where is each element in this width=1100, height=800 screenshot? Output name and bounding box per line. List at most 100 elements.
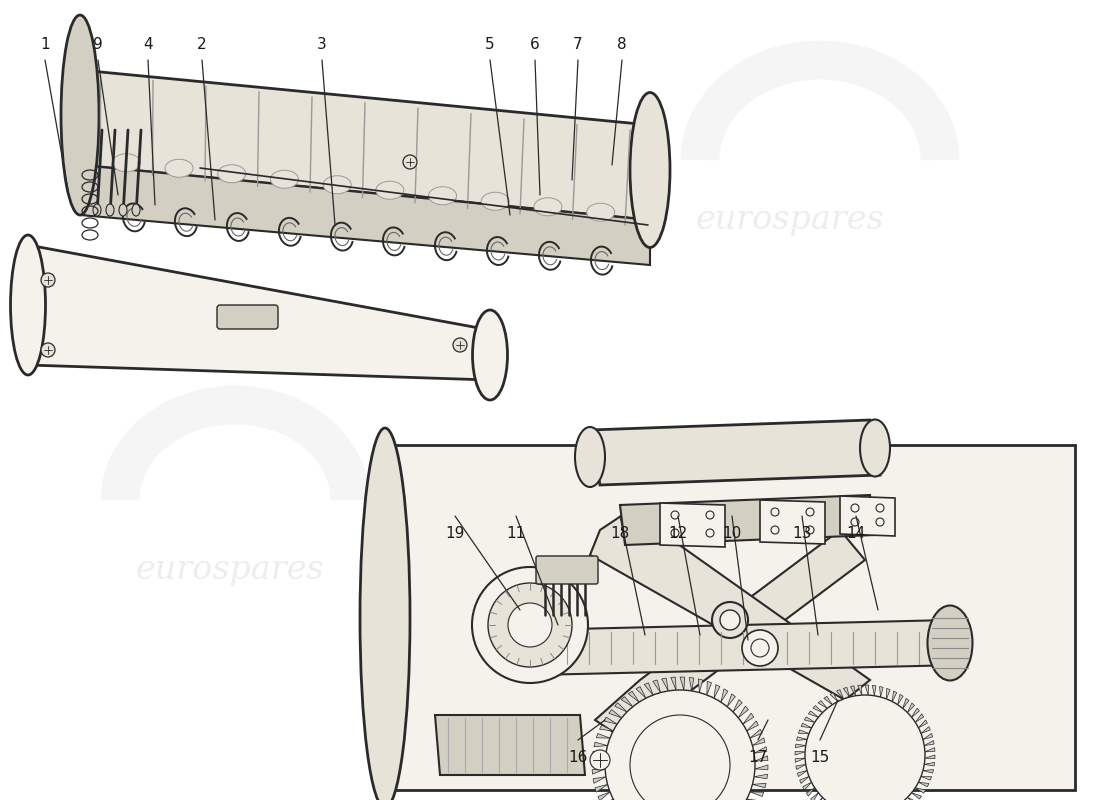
Polygon shape: [844, 687, 849, 697]
Polygon shape: [755, 765, 768, 770]
Text: 12: 12: [669, 526, 688, 541]
Polygon shape: [592, 769, 605, 774]
Text: 9: 9: [94, 37, 103, 52]
Text: 16: 16: [569, 750, 587, 765]
Polygon shape: [918, 720, 927, 728]
Ellipse shape: [60, 15, 99, 215]
Polygon shape: [690, 678, 694, 691]
Ellipse shape: [271, 170, 298, 188]
Polygon shape: [597, 792, 611, 800]
Text: 2: 2: [197, 37, 207, 52]
Polygon shape: [921, 726, 931, 734]
Ellipse shape: [575, 427, 605, 487]
Circle shape: [453, 338, 468, 352]
Polygon shape: [652, 680, 661, 693]
Polygon shape: [755, 756, 768, 761]
Ellipse shape: [586, 203, 615, 222]
Polygon shape: [80, 165, 650, 265]
Polygon shape: [755, 774, 768, 778]
Circle shape: [472, 567, 588, 683]
Polygon shape: [680, 677, 684, 690]
Polygon shape: [727, 694, 736, 706]
Polygon shape: [707, 682, 712, 695]
Polygon shape: [925, 755, 935, 758]
Ellipse shape: [112, 154, 141, 172]
Ellipse shape: [534, 198, 562, 216]
Ellipse shape: [106, 204, 114, 216]
Polygon shape: [815, 798, 823, 800]
Polygon shape: [799, 730, 808, 734]
Text: 8: 8: [617, 37, 627, 52]
Polygon shape: [898, 694, 903, 705]
Text: eurospares: eurospares: [695, 204, 884, 236]
Polygon shape: [28, 245, 490, 380]
Polygon shape: [818, 701, 827, 708]
Polygon shape: [858, 685, 862, 695]
Text: 10: 10: [723, 526, 741, 541]
Polygon shape: [924, 741, 934, 746]
Polygon shape: [918, 782, 928, 786]
Polygon shape: [830, 693, 838, 702]
Polygon shape: [880, 686, 883, 697]
Circle shape: [403, 155, 417, 169]
Polygon shape: [750, 792, 763, 797]
Polygon shape: [738, 706, 748, 718]
Text: 15: 15: [811, 750, 829, 765]
Polygon shape: [590, 510, 870, 700]
Polygon shape: [796, 764, 805, 770]
Text: 5: 5: [485, 37, 495, 52]
Ellipse shape: [630, 93, 670, 247]
Circle shape: [605, 690, 755, 800]
Polygon shape: [923, 734, 933, 739]
Ellipse shape: [376, 182, 404, 199]
Polygon shape: [806, 788, 815, 796]
Polygon shape: [636, 686, 646, 698]
Ellipse shape: [927, 606, 972, 681]
Polygon shape: [671, 677, 676, 690]
Polygon shape: [530, 620, 960, 675]
Polygon shape: [733, 700, 742, 712]
Circle shape: [720, 610, 740, 630]
Circle shape: [590, 750, 610, 770]
Text: 1: 1: [41, 37, 50, 52]
Polygon shape: [80, 70, 650, 220]
Polygon shape: [800, 777, 808, 783]
Polygon shape: [593, 751, 606, 756]
Polygon shape: [798, 770, 807, 777]
Ellipse shape: [119, 204, 126, 216]
Text: 13: 13: [792, 526, 812, 541]
Polygon shape: [662, 678, 669, 691]
Polygon shape: [850, 686, 856, 696]
Text: 7: 7: [573, 37, 583, 52]
Polygon shape: [600, 725, 613, 731]
Circle shape: [508, 603, 552, 647]
Ellipse shape: [218, 165, 245, 182]
Ellipse shape: [11, 235, 45, 375]
Polygon shape: [595, 785, 607, 792]
Polygon shape: [915, 714, 924, 722]
Polygon shape: [921, 777, 932, 780]
Polygon shape: [760, 500, 825, 544]
Circle shape: [41, 273, 55, 287]
Polygon shape: [813, 706, 823, 713]
Polygon shape: [892, 691, 896, 702]
Ellipse shape: [360, 428, 410, 800]
Text: 3: 3: [317, 37, 327, 52]
Polygon shape: [747, 721, 758, 731]
Polygon shape: [903, 698, 909, 708]
Polygon shape: [887, 689, 890, 699]
Polygon shape: [752, 738, 764, 746]
Polygon shape: [924, 762, 935, 766]
Polygon shape: [811, 793, 818, 800]
Ellipse shape: [482, 192, 509, 210]
Text: 19: 19: [446, 526, 464, 541]
Polygon shape: [602, 799, 613, 800]
Polygon shape: [385, 445, 1075, 790]
Polygon shape: [836, 690, 844, 699]
Ellipse shape: [429, 186, 456, 205]
Polygon shape: [593, 777, 606, 783]
Polygon shape: [804, 717, 815, 722]
Polygon shape: [796, 737, 807, 741]
Polygon shape: [434, 715, 585, 775]
Polygon shape: [592, 760, 605, 765]
